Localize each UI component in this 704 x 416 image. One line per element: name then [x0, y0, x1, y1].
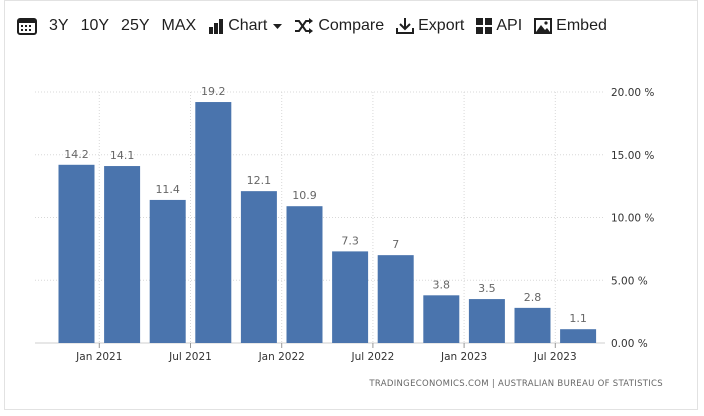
bar [149, 199, 186, 343]
bar [195, 102, 232, 343]
source-credit: TRADINGECONOMICS.COM | AUSTRALIAN BUREAU… [368, 379, 663, 389]
y-tick-label: 10.00 % [611, 213, 654, 225]
x-tick-label: Jul 2021 [168, 351, 212, 363]
bar-value-label: 7 [392, 238, 399, 251]
image-icon [534, 18, 553, 34]
download-icon [396, 18, 415, 34]
bar [514, 307, 551, 343]
chart-widget: 3Y 10Y 25Y MAX Chart Compare [4, 0, 698, 410]
caret-down-icon [273, 17, 283, 35]
bar-value-label: 14.2 [64, 148, 89, 161]
range-3y-button[interactable]: 3Y [49, 17, 69, 34]
bar-value-label: 10.9 [292, 189, 317, 202]
x-tick-label: Jan 2023 [440, 351, 487, 363]
x-tick-label: Jan 2022 [258, 351, 305, 363]
bar [377, 255, 414, 343]
bar-value-label: 3.8 [433, 278, 451, 291]
bar-value-label: 14.1 [110, 149, 135, 162]
compare-button[interactable]: Compare [294, 17, 384, 35]
embed-label: Embed [556, 17, 607, 34]
y-tick-label: 20.00 % [611, 87, 654, 99]
bar [423, 295, 460, 343]
export-button[interactable]: Export [396, 17, 464, 35]
bar-value-label: 1.1 [569, 312, 587, 325]
bar [468, 299, 505, 343]
calendar-icon[interactable] [17, 17, 37, 35]
bar [332, 251, 369, 343]
bar-chart: 0.00 % 5.00 % 10.00 % 15.00 % 20.00 % Jan 202… [35, 85, 663, 389]
chart-type-button[interactable]: Chart [208, 17, 283, 35]
chart-type-label: Chart [228, 17, 268, 34]
x-tick-label: Jan 2021 [75, 351, 122, 363]
bar-value-label: 11.4 [155, 183, 180, 196]
embed-button[interactable]: Embed [534, 17, 607, 35]
range-max-button[interactable]: MAX [161, 17, 197, 34]
bar [286, 206, 323, 343]
bar [58, 164, 95, 343]
bar-value-label: 19.2 [201, 85, 226, 98]
bar-value-label: 7.3 [341, 234, 359, 247]
grid-icon [476, 18, 493, 34]
bar-chart-icon [208, 18, 224, 34]
api-button[interactable]: API [476, 17, 522, 35]
bar-value-label: 2.8 [524, 291, 542, 304]
y-tick-label: 15.00 % [611, 150, 654, 162]
x-tick-label: Jul 2022 [351, 351, 395, 363]
bar [104, 166, 141, 343]
bar-value-label: 3.5 [478, 282, 496, 295]
bar [560, 329, 597, 343]
bar [240, 191, 277, 343]
api-label: API [496, 17, 523, 34]
y-tick-label: 5.00 % [611, 275, 648, 287]
y-tick-label: 0.00 % [611, 338, 648, 350]
chart-area: 0.00 % 5.00 % 10.00 % 15.00 % 20.00 % Jan 202… [5, 61, 697, 411]
compare-label: Compare [318, 17, 385, 34]
shuffle-icon [294, 18, 314, 34]
range-25y-button[interactable]: 25Y [121, 17, 150, 34]
range-10y-button[interactable]: 10Y [80, 17, 110, 34]
x-tick-label: Jul 2023 [533, 351, 577, 363]
chart-toolbar: 3Y 10Y 25Y MAX Chart Compare [5, 1, 697, 51]
bar-value-label: 12.1 [247, 174, 272, 187]
export-label: Export [418, 17, 465, 34]
